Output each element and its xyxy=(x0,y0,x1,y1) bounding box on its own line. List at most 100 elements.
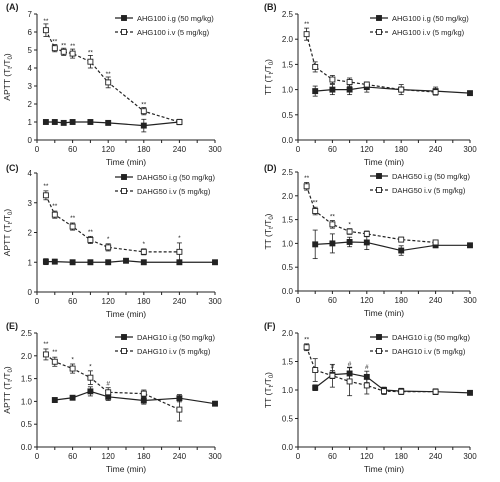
data-point xyxy=(42,27,49,34)
y-tick-label: 4 xyxy=(28,169,33,178)
x-axis-title: Time (min) xyxy=(364,157,404,167)
significance-mark: ** xyxy=(70,43,76,50)
legend-marker xyxy=(376,334,382,340)
y-tick-label: 2.0 xyxy=(282,35,294,44)
data-point xyxy=(329,221,336,228)
y-axis-title-mid: /T xyxy=(2,59,12,67)
legend-entry: AHG100 i.g (50 mg/kg) xyxy=(137,14,214,23)
significance-mark: * xyxy=(71,356,74,363)
panel-label: (B) xyxy=(264,2,277,12)
y-tick-label: 0.5 xyxy=(282,415,294,424)
y-tick-label: 0.0 xyxy=(282,443,294,452)
data-point xyxy=(51,45,58,52)
x-tick-label: 240 xyxy=(173,452,187,461)
data-point xyxy=(42,258,49,265)
y-tick-label: 0 xyxy=(28,288,33,297)
data-point xyxy=(140,390,147,397)
data-point xyxy=(346,378,353,385)
legend-entry: DAHG10 i.g (50 mg/kg) xyxy=(392,333,470,342)
legend-entry: DAHG10 i.g (50 mg/kg) xyxy=(137,333,215,342)
legend-entry: DAHG50 i.g (50 mg/kg) xyxy=(392,172,470,181)
legend-entry: AHG100 i.v (5 mg/kg) xyxy=(392,28,465,37)
data-point xyxy=(329,240,336,247)
y-axis-title-sub: t xyxy=(8,67,14,69)
y-axis-title-sub0: 0 xyxy=(269,61,275,65)
x-tick-label: 180 xyxy=(137,452,151,461)
data-point xyxy=(69,259,76,266)
significance-mark: ** xyxy=(304,337,310,344)
data-point xyxy=(87,236,94,243)
data-point xyxy=(329,76,336,83)
data-point xyxy=(105,389,112,396)
data-point xyxy=(69,394,76,401)
y-tick-label: 5 xyxy=(28,46,33,55)
y-axis-title-main: APTT (T xyxy=(2,69,12,101)
x-tick-label: 180 xyxy=(137,145,151,154)
series-line-1 xyxy=(315,241,470,252)
y-axis-title-sub: t xyxy=(8,380,14,382)
data-point xyxy=(432,239,439,246)
panel-label: (E) xyxy=(6,321,18,331)
panel-label: (C) xyxy=(6,163,19,173)
y-tick-label: 7 xyxy=(28,10,33,19)
y-axis-title-end: ) xyxy=(2,53,12,56)
data-point xyxy=(363,230,370,237)
data-point xyxy=(105,119,112,126)
data-point xyxy=(398,236,405,243)
y-tick-label: 1.0 xyxy=(282,386,294,395)
y-tick-label: 1.5 xyxy=(282,216,294,225)
data-point xyxy=(105,259,112,266)
y-tick-label: 1.0 xyxy=(282,86,294,95)
significance-mark: ** xyxy=(141,102,147,109)
significance-mark: ** xyxy=(88,229,94,236)
legend-entry: AHG100 i.g (50 mg/kg) xyxy=(392,14,469,23)
y-axis-title-end: ) xyxy=(263,213,273,216)
chart-panel-4: (D) 0 60 120 180 240 300 0.0 0.5 1.0 1.5 2.0 2.5 Time… xyxy=(263,163,477,318)
data-point xyxy=(381,388,387,395)
series-line-1 xyxy=(314,372,471,394)
significance-mark: ** xyxy=(106,71,112,78)
legend-entry: AHG100 i.v (5 mg/kg) xyxy=(137,28,210,37)
x-tick-label: 300 xyxy=(208,452,222,461)
y-axis-title-mid: /T xyxy=(263,65,273,73)
x-tick-label: 0 xyxy=(296,145,301,154)
chart-panel-2: (B) 0 60 120 180 240 300 0.0 0.5 1.0 1.5 2.0 2.5 Time… xyxy=(263,2,477,167)
legend-marker xyxy=(121,15,127,21)
x-tick-label: 300 xyxy=(463,452,477,461)
significance-mark: * xyxy=(178,235,181,242)
series-line-2 xyxy=(45,353,180,411)
legend-marker xyxy=(376,15,382,21)
significance-mark: ** xyxy=(88,50,94,57)
data-point xyxy=(176,406,183,413)
y-axis-title: TT (Tt/T0) xyxy=(263,372,275,408)
y-tick-label: 1 xyxy=(28,118,33,127)
data-point xyxy=(69,50,76,57)
x-tick-label: 60 xyxy=(328,296,337,305)
data-point xyxy=(398,388,405,395)
data-point xyxy=(312,241,319,248)
panel-label: (A) xyxy=(6,2,19,12)
x-tick-label: 120 xyxy=(102,145,116,154)
data-point xyxy=(60,48,67,55)
x-tick-label: 180 xyxy=(395,452,409,461)
significance-mark: ** xyxy=(52,39,58,46)
significance-mark: # xyxy=(348,361,352,368)
y-axis-title-main: TT (T xyxy=(263,387,273,408)
data-point xyxy=(467,242,473,249)
y-axis-title-mid: /T xyxy=(263,378,273,386)
y-tick-label: 1.5 xyxy=(282,60,294,69)
y-axis-title-mid: /T xyxy=(2,215,12,223)
legend-entry: DAHG10 i.v (5 mg/kg) xyxy=(392,347,466,356)
y-axis-title: TT (Tt/T0) xyxy=(263,59,275,95)
y-axis-title-end: ) xyxy=(263,372,273,375)
x-tick-label: 0 xyxy=(35,297,40,306)
significance-mark: * xyxy=(348,222,351,229)
x-tick-label: 0 xyxy=(296,296,301,305)
x-axis-title: Time (min) xyxy=(106,464,146,474)
panel-label: (F) xyxy=(264,321,276,331)
significance-mark: ** xyxy=(43,183,49,190)
y-axis-title-sub: t xyxy=(269,72,275,74)
data-point xyxy=(432,89,439,96)
data-point xyxy=(69,223,76,230)
